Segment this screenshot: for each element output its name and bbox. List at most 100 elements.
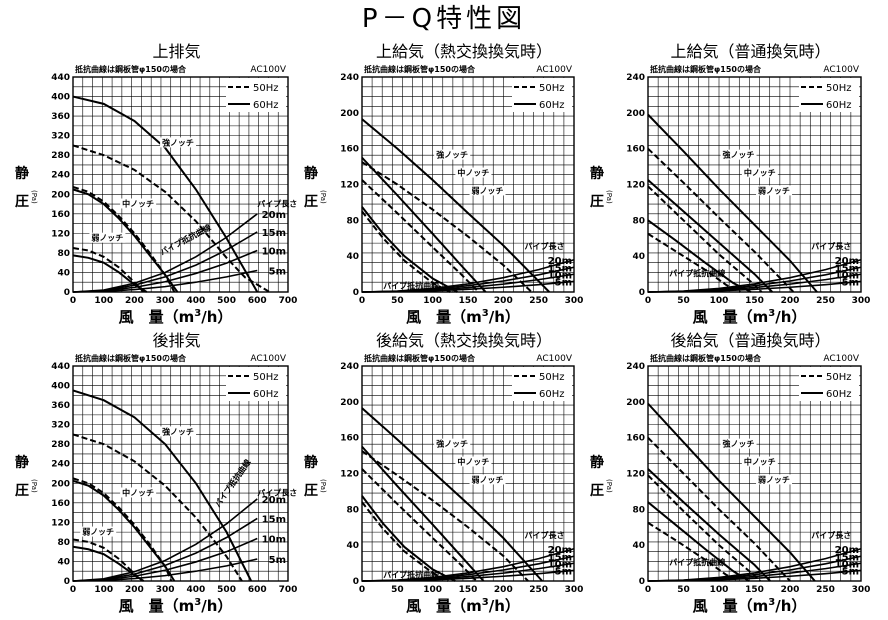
x-tick-label: 300: [156, 585, 175, 595]
y-tick-label: 160: [626, 145, 645, 155]
series-line: [361, 495, 456, 582]
chart-6: 後給気（普通換気時） 抵抗曲線は鋼板管φ150の場合 AC100V 50Hz 60Hz 2…: [590, 331, 870, 615]
notch-label: 弱ノッチ: [82, 527, 114, 537]
x-tick-label: 0: [645, 585, 651, 595]
y-tick-label: 440: [51, 73, 70, 83]
x-axis-label: 風 量（m3/h）: [119, 597, 233, 615]
grid: [648, 366, 861, 581]
series-line: [647, 402, 816, 582]
power-label: AC100V: [536, 65, 572, 75]
y-tick-label: 0: [353, 288, 359, 298]
power-label: AC100V: [250, 354, 286, 364]
y-axis-unit: (Pa): [605, 190, 613, 204]
pipe-length-label: 15m: [835, 263, 859, 274]
y-tick-label: 0: [639, 577, 645, 587]
y-axis-label-char: 圧: [590, 194, 604, 210]
resistance-note: 抵抗曲線は鋼板管φ150の場合: [75, 64, 187, 74]
legend: 50Hz 60Hz: [226, 78, 286, 112]
resistance-note: 抵抗曲線は鋼板管φ150の場合: [364, 64, 476, 74]
legend: 50Hz 60Hz: [512, 78, 572, 112]
x-tick-label: 200: [494, 585, 513, 595]
y-tick-label: 40: [346, 252, 359, 262]
legend-label: 60Hz: [253, 100, 279, 111]
x-tick-label: 400: [186, 296, 205, 306]
notch-label: 強ノッチ: [723, 150, 755, 160]
legend-label: 50Hz: [253, 83, 279, 94]
notch-label-bg: [434, 149, 471, 160]
x-axis-label-text: 風 量（m: [406, 308, 482, 326]
y-tick-label: 40: [346, 541, 359, 551]
series-line: [361, 468, 478, 582]
y-tick-label: 280: [51, 440, 70, 450]
x-axis-label-sup: 3: [768, 308, 775, 319]
pipe-length-label: 5m: [555, 566, 572, 577]
pipe-length-label: 15m: [548, 552, 572, 563]
series: [361, 118, 550, 293]
legend: 50Hz 60Hz: [512, 367, 572, 401]
legend-background: [226, 367, 286, 401]
x-tick-label: 300: [852, 585, 871, 595]
x-axis-label-text: 風 量（m: [693, 308, 769, 326]
x-axis-label-text: /h）: [489, 597, 520, 615]
notch-label-bg: [455, 167, 492, 178]
x-axis-label-text: /h）: [775, 308, 806, 326]
y-axis-unit: (Pa): [30, 479, 38, 493]
pipe-length-label: 15m: [835, 552, 859, 563]
y-axis-label-char: 静: [590, 454, 604, 471]
series-line: [361, 161, 533, 293]
series-line: [361, 210, 451, 293]
x-tick-label: 700: [279, 585, 298, 595]
series-line: [72, 247, 145, 293]
x-axis-label: 風 量（m3/h）: [693, 308, 807, 326]
chart-title: 上排気: [152, 42, 200, 61]
x-tick-label: 700: [279, 296, 298, 306]
x-tick-label: 600: [248, 296, 267, 306]
x-tick-label: 150: [745, 585, 764, 595]
pipe-length-label: 10m: [835, 270, 859, 281]
notch-label-bg: [160, 137, 197, 148]
y-tick-label: 200: [340, 398, 359, 408]
series-line: [647, 474, 761, 582]
series-line: [361, 179, 480, 293]
y-axis-label-char: 圧: [304, 483, 318, 499]
series-line: [361, 407, 543, 582]
legend-background: [512, 78, 572, 112]
x-tick-label: 150: [459, 296, 478, 306]
series-line: [72, 389, 253, 582]
y-tick-label: 280: [51, 151, 70, 161]
series-line: [647, 219, 752, 293]
series: [361, 407, 543, 582]
legend-label: 50Hz: [539, 83, 565, 94]
x-tick-label: 0: [359, 585, 365, 595]
notch-label-bg: [434, 438, 471, 449]
x-axis-label: 風 量（m3/h）: [406, 597, 520, 615]
pipe-curve-5m: [72, 269, 258, 293]
x-tick-label: 300: [852, 296, 871, 306]
legend: 50Hz 60Hz: [799, 367, 859, 401]
chart-title: 上給気（熱交換換気時）: [376, 42, 552, 61]
y-tick-label: 240: [626, 362, 645, 372]
series-line: [361, 501, 449, 582]
y-tick-label: 200: [51, 190, 70, 200]
y-tick-label: 200: [626, 398, 645, 408]
series-line: [647, 501, 750, 582]
legend: 50Hz 60Hz: [799, 78, 859, 112]
chart-3: 上給気（普通換気時） 抵抗曲線は鋼板管φ150の場合 AC100V 50Hz 60Hz 2…: [590, 42, 870, 326]
series-line: [647, 468, 771, 582]
pipe-curve-label: パイプ抵抗曲線: [669, 557, 725, 567]
pipe-length-label: 20m: [262, 495, 286, 506]
x-tick-label: 50: [677, 296, 690, 306]
pipe-length-label: 10m: [262, 534, 286, 545]
plot-frame: [72, 76, 289, 293]
pipe-length-heading: パイプ長さ: [811, 530, 851, 540]
pipe-curve-label: パイプ抵抗曲線: [383, 280, 439, 290]
y-tick-label: 120: [626, 181, 645, 191]
notch-label-bg: [720, 149, 757, 160]
axis-ticks: 0 50 100 150 200 250 300 0 40 80 120 160 200 240: [340, 73, 583, 306]
x-axis-label-sup: 3: [482, 308, 489, 319]
notch-label: 弱ノッチ: [472, 474, 504, 484]
